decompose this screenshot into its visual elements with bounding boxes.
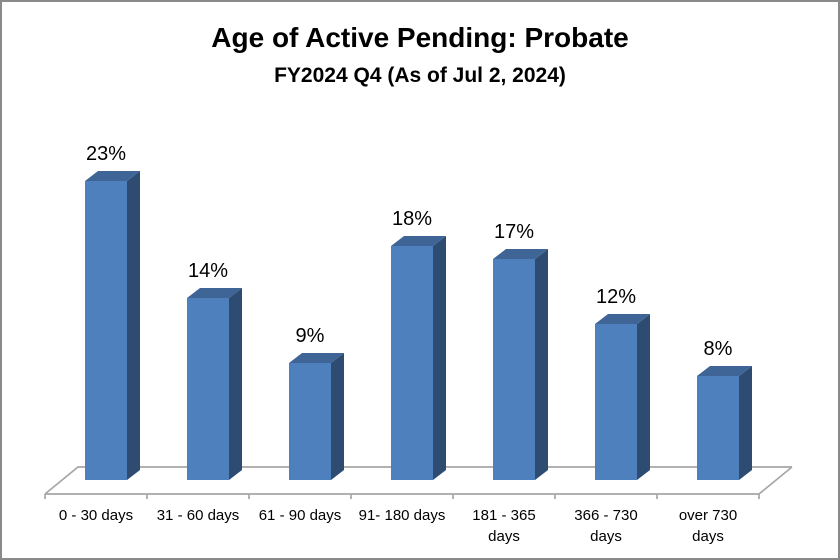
bar-front-face xyxy=(85,181,127,480)
x-axis-category-label: 366 - 730 days xyxy=(574,507,638,545)
bar-side-face xyxy=(433,236,446,480)
bar-column xyxy=(85,171,140,480)
bar-column xyxy=(697,366,752,480)
bar-value-label: 23% xyxy=(85,143,127,165)
bar-top-face xyxy=(85,171,140,181)
axis-lines xyxy=(44,466,793,499)
bar-value-label: 17% xyxy=(493,221,535,243)
bar-column xyxy=(187,288,242,480)
x-axis-category-label: 0 - 30 days xyxy=(58,507,134,524)
bar-front-face xyxy=(697,376,739,480)
bar-value-label: 9% xyxy=(295,325,325,347)
bar-front-face xyxy=(493,259,535,480)
bar-front-face xyxy=(391,246,433,480)
bar-series xyxy=(85,171,752,480)
bar-top-face xyxy=(391,236,446,246)
bar-value-label: 14% xyxy=(187,260,229,282)
x-axis-floor xyxy=(44,466,793,499)
bar-column xyxy=(493,249,548,480)
bar-side-face xyxy=(637,314,650,480)
bar-top-face xyxy=(289,353,344,363)
bar-value-label: 8% xyxy=(703,338,733,360)
bar-side-face xyxy=(535,249,548,480)
bar-top-face xyxy=(187,288,242,298)
x-axis-category-label: 181 - 365 days xyxy=(472,507,536,545)
bar-side-face xyxy=(739,366,752,480)
bar-column xyxy=(595,314,650,480)
bar-top-face xyxy=(595,314,650,324)
bar-column xyxy=(289,353,344,480)
bar-front-face xyxy=(187,298,229,480)
bar-top-face xyxy=(697,366,752,376)
bar-top-face xyxy=(493,249,548,259)
x-axis-category-label: over 730 days xyxy=(678,507,738,545)
chart-subtitle: FY2024 Q4 (As of Jul 2, 2024) xyxy=(274,64,566,87)
chart-title: Age of Active Pending: Probate xyxy=(211,22,629,53)
bar-value-label: 18% xyxy=(391,208,433,230)
bar-value-label: 12% xyxy=(595,286,637,308)
x-axis-category-label: 61 - 90 days xyxy=(258,507,342,524)
bar-column xyxy=(391,236,446,480)
bar-side-face xyxy=(229,288,242,480)
bar-front-face xyxy=(595,324,637,480)
x-axis-category-label: 91- 180 days xyxy=(358,507,446,524)
bar-front-face xyxy=(289,363,331,480)
x-axis-category-label: 31 - 60 days xyxy=(156,507,240,524)
bar-side-face xyxy=(331,353,344,480)
bar-side-face xyxy=(127,171,140,480)
